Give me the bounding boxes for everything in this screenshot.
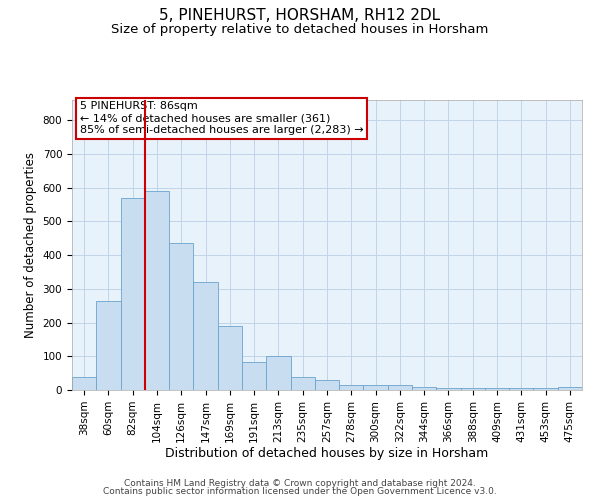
Bar bbox=[242, 362, 266, 390]
Bar bbox=[509, 388, 533, 390]
X-axis label: Distribution of detached houses by size in Horsham: Distribution of detached houses by size … bbox=[166, 448, 488, 460]
Bar bbox=[558, 388, 582, 390]
Bar bbox=[290, 377, 315, 390]
Text: 5 PINEHURST: 86sqm
← 14% of detached houses are smaller (361)
85% of semi-detach: 5 PINEHURST: 86sqm ← 14% of detached hou… bbox=[80, 102, 363, 134]
Text: Size of property relative to detached houses in Horsham: Size of property relative to detached ho… bbox=[112, 22, 488, 36]
Bar bbox=[339, 385, 364, 390]
Bar bbox=[412, 386, 436, 390]
Bar bbox=[96, 300, 121, 390]
Text: Contains public sector information licensed under the Open Government Licence v3: Contains public sector information licen… bbox=[103, 487, 497, 496]
Bar bbox=[485, 388, 509, 390]
Bar bbox=[121, 198, 145, 390]
Bar bbox=[193, 282, 218, 390]
Bar bbox=[145, 191, 169, 390]
Bar bbox=[436, 388, 461, 390]
Bar bbox=[315, 380, 339, 390]
Bar bbox=[72, 377, 96, 390]
Bar bbox=[218, 326, 242, 390]
Bar bbox=[461, 388, 485, 390]
Bar bbox=[169, 244, 193, 390]
Text: Contains HM Land Registry data © Crown copyright and database right 2024.: Contains HM Land Registry data © Crown c… bbox=[124, 478, 476, 488]
Bar bbox=[533, 388, 558, 390]
Bar bbox=[266, 356, 290, 390]
Text: 5, PINEHURST, HORSHAM, RH12 2DL: 5, PINEHURST, HORSHAM, RH12 2DL bbox=[160, 8, 440, 22]
Y-axis label: Number of detached properties: Number of detached properties bbox=[24, 152, 37, 338]
Bar bbox=[364, 385, 388, 390]
Bar bbox=[388, 385, 412, 390]
